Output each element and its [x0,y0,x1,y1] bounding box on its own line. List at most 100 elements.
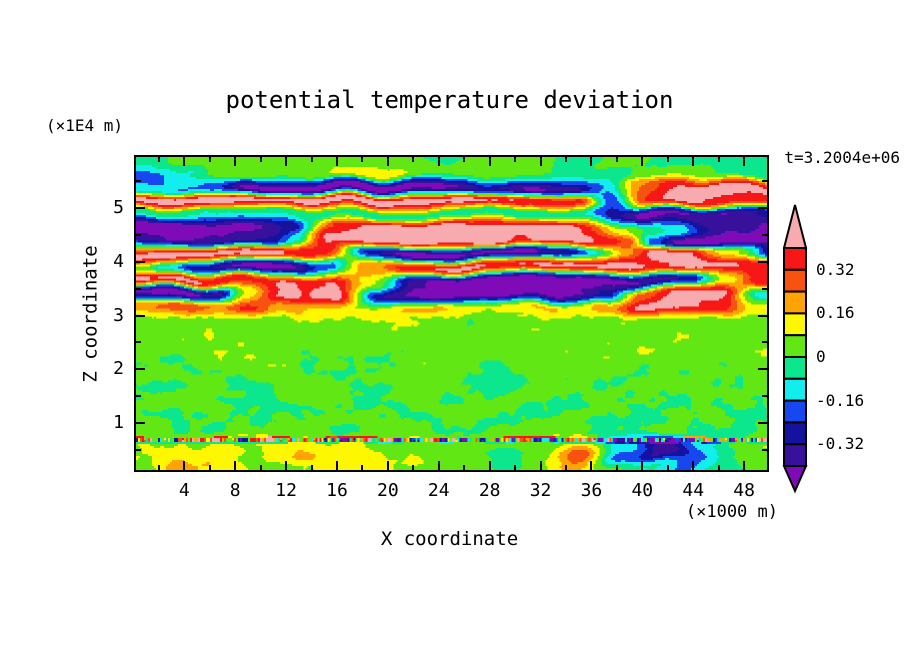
tick-mark [539,157,542,166]
tick-mark [762,341,767,344]
tick-mark [157,157,160,162]
tick-mark [386,461,389,470]
y-tick-label: 3 [113,304,124,326]
tick-mark [136,314,145,317]
colorbar-tick-label: -0.16 [816,390,865,410]
tick-mark [463,157,466,162]
tick-mark [762,395,767,398]
tick-mark [717,157,720,162]
colorbar-segment [783,334,807,358]
tick-mark [758,421,767,424]
tick-mark [514,157,517,162]
tick-mark [208,465,211,470]
colorbar-segment [783,356,807,380]
colorbar-tick-label: 0.32 [816,259,855,279]
tick-mark [743,157,746,166]
tick-mark [590,157,593,166]
tick-mark [136,287,141,290]
tick-mark [234,461,237,470]
colorbar-tick-label: 0.16 [816,303,855,323]
tick-mark [136,341,141,344]
tick-mark [463,465,466,470]
colorbar-segment [783,268,807,293]
tick-mark [762,448,767,451]
tick-mark [136,260,145,263]
tick-mark [183,461,186,470]
tick-mark [762,287,767,290]
tick-mark [183,157,186,166]
tick-mark [590,461,593,470]
x-tick-label: 24 [427,480,450,501]
tick-mark [136,180,141,183]
tick-mark [285,461,288,470]
tick-mark [412,157,415,162]
x-tick-label: 16 [326,480,348,501]
tick-mark [488,157,491,166]
y-tick-label: 4 [113,250,124,272]
tick-mark [758,260,767,263]
tick-mark [615,157,618,162]
x-tick-label: 32 [529,480,552,501]
tick-mark [336,157,338,166]
chart-title: potential temperature deviation [225,86,674,114]
tick-mark [539,461,542,470]
colorbar-segment [783,421,807,446]
tick-mark [136,207,145,210]
tick-mark [666,157,669,162]
tick-mark [641,157,644,166]
x-axis-title: X coordinate [380,528,519,550]
x-axis-unit-label: (×1000 m) [685,502,778,522]
x-tick-label: 20 [377,480,399,501]
tick-mark [234,157,237,166]
x-tick-label: 44 [682,480,705,501]
tick-mark [208,157,211,162]
tick-mark [743,461,746,470]
x-tick-label: 36 [580,480,603,501]
tick-mark [310,157,313,162]
tick-mark [514,465,517,470]
colorbar-segment [783,290,807,315]
tick-mark [564,157,567,162]
y-tick-label: 1 [113,411,124,433]
tick-mark [692,461,695,470]
tick-mark [136,368,145,371]
tick-mark [692,157,695,166]
colorbar-tick-label: 0 [816,347,826,366]
colorbar [782,204,808,494]
tick-mark [259,157,262,162]
colorbar-segment [783,377,807,402]
tick-mark [285,157,288,166]
colorbar-segment [783,312,807,337]
tick-mark [488,461,491,470]
x-tick-label: 28 [478,480,501,501]
tick-mark [157,465,160,470]
tick-mark [361,157,364,162]
x-tick-label: 48 [733,480,755,501]
tick-mark [666,465,669,470]
tick-mark [336,461,338,470]
x-tick-label: 12 [275,480,297,501]
tick-mark [386,157,389,166]
time-stamp-label: t=3.2004e+06 [784,148,900,167]
tick-mark [361,465,364,470]
tick-mark [615,465,618,470]
tick-mark [437,157,440,166]
tick-mark [758,314,767,317]
colorbar-segment [783,399,807,424]
colorbar-arrow-up [782,204,808,249]
colorbar-tick-label: -0.32 [816,434,865,454]
tick-mark [564,465,567,470]
y-axis-unit-label: (×1E4 m) [46,116,124,135]
colorbar-arrow-down [782,465,808,494]
contour-canvas [136,157,767,470]
tick-mark [310,465,313,470]
tick-mark [762,180,767,183]
tick-mark [717,465,720,470]
tick-mark [758,368,767,371]
x-tick-label: 8 [229,480,241,501]
colorbar-segment [783,443,807,467]
tick-mark [136,395,141,398]
colorbar-segment [783,247,807,271]
tick-mark [136,421,145,424]
